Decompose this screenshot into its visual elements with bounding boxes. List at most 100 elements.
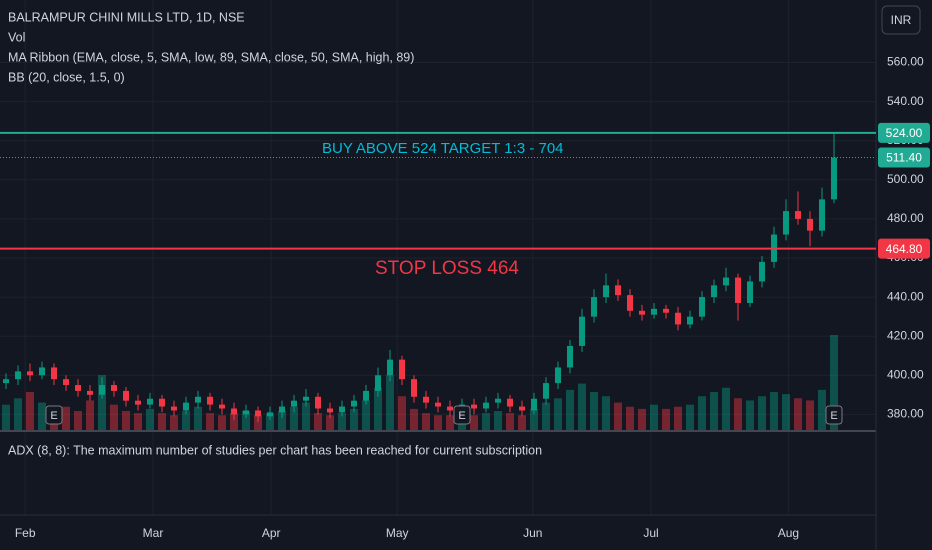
volume-bar: [794, 398, 802, 430]
candle-body: [735, 277, 741, 303]
price-badge: [878, 238, 930, 259]
volume-bar: [146, 408, 154, 430]
candle-body: [783, 211, 789, 235]
price-badge-label: 511.40: [886, 151, 922, 165]
volume-bar: [398, 396, 406, 430]
volume-bar: [590, 392, 598, 430]
volume-bar: [110, 404, 118, 430]
candle-body: [723, 277, 729, 286]
volume-bar: [98, 375, 106, 430]
volume-bar: [26, 392, 34, 430]
price-badge: [878, 147, 930, 168]
volume-bar: [194, 406, 202, 430]
volume-bar: [350, 408, 358, 430]
candle-body: [579, 316, 585, 346]
volume-bar: [698, 396, 706, 430]
candle-body: [219, 404, 225, 409]
candle-body: [495, 398, 501, 403]
indicator-label: BB (20, close, 1.5, 0): [8, 70, 125, 84]
indicator-label: Vol: [8, 30, 25, 44]
candle-body: [87, 390, 93, 395]
event-label: E: [50, 410, 57, 422]
volume-bar: [530, 408, 538, 430]
volume-bar: [254, 415, 262, 430]
volume-bar: [86, 400, 94, 430]
volume-bar: [734, 398, 742, 430]
candle-body: [483, 402, 489, 409]
volume-bar: [374, 387, 382, 430]
price-badge-label: 464.80: [886, 242, 923, 256]
volume-bar: [638, 408, 646, 430]
y-tick-label: 440.00: [887, 289, 924, 303]
candle-body: [675, 312, 681, 325]
candle-body: [63, 379, 69, 386]
x-tick-label: May: [386, 526, 409, 540]
currency-label[interactable]: INR: [891, 13, 912, 27]
volume-bar: [278, 411, 286, 430]
candle-body: [315, 396, 321, 409]
candle-body: [123, 390, 129, 401]
price-badge: [878, 122, 930, 143]
price-badge-label: 524.00: [886, 126, 923, 140]
currency-button[interactable]: [881, 5, 921, 35]
candle-body: [3, 379, 9, 384]
volume-bar: [122, 411, 130, 430]
y-tick-label: 500.00: [887, 172, 924, 186]
volume-bar: [266, 413, 274, 430]
volume-bar: [170, 415, 178, 430]
volume-bar: [710, 392, 718, 430]
y-tick-label: 540.00: [887, 94, 924, 108]
x-tick-label: Feb: [15, 526, 36, 540]
volume-bar: [326, 415, 334, 430]
candle-body: [195, 396, 201, 403]
candle-body: [159, 398, 165, 407]
volume-bar: [422, 413, 430, 430]
volume-bar: [830, 335, 838, 430]
event-marker: [45, 405, 63, 425]
annotation: STOP LOSS 464: [375, 258, 519, 279]
candle-body: [231, 408, 237, 415]
candle-body: [699, 297, 705, 317]
y-tick-label: 380.00: [887, 407, 924, 421]
grid: [0, 0, 876, 515]
candle-body: [291, 400, 297, 407]
candle-body: [75, 385, 81, 391]
candle-body: [99, 385, 105, 395]
event-marker: [453, 405, 471, 425]
volume-bar: [746, 400, 754, 430]
candle-body: [531, 398, 537, 411]
candle-body: [243, 410, 249, 415]
candle-body: [351, 400, 357, 407]
event-label: E: [830, 410, 837, 422]
candle-body: [27, 371, 33, 376]
volume-bar: [602, 396, 610, 430]
candle-body: [399, 359, 405, 380]
annotation: BUY ABOVE 524 TARGET 1:3 - 704: [322, 140, 564, 157]
volume-bar: [218, 415, 226, 430]
y-tick-label: 480.00: [887, 211, 924, 225]
candle-body: [507, 398, 513, 407]
volume-bar: [410, 408, 418, 430]
symbol-title: BALRAMPUR CHINI MILLS LTD, 1D, NSE: [8, 10, 245, 24]
volume-bar: [14, 398, 22, 430]
volume-bar: [302, 402, 310, 430]
candle-body: [663, 308, 669, 313]
volume-bar: [542, 402, 550, 430]
candle-body: [135, 400, 141, 405]
volume-bar: [314, 413, 322, 430]
candle-body: [207, 396, 213, 405]
x-tick-label: Apr: [262, 526, 281, 540]
volume-bar: [494, 411, 502, 430]
candle-body: [807, 218, 813, 231]
volume-bar: [770, 392, 778, 430]
event-label: E: [458, 410, 465, 422]
volume-bar: [74, 411, 82, 430]
candle-body: [831, 157, 837, 200]
volume-bar: [818, 389, 826, 430]
candle-body: [39, 367, 45, 376]
volume-bar: [782, 394, 790, 430]
volume-bar: [434, 415, 442, 430]
candle-body: [555, 367, 561, 384]
candle-body: [375, 375, 381, 391]
